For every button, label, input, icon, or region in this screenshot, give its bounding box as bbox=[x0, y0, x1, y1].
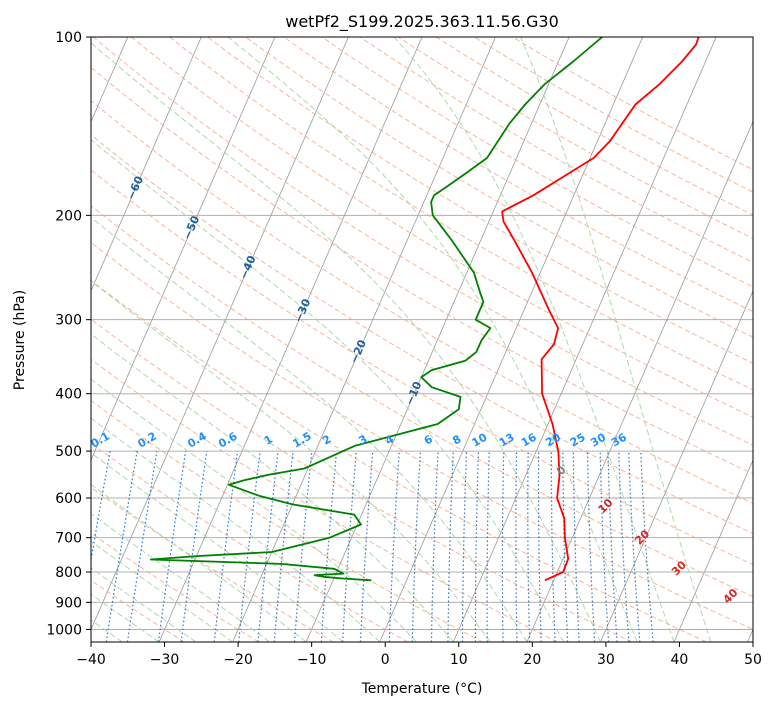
isotherm-line-13 bbox=[232, 37, 496, 642]
moist-adiabat-2 bbox=[91, 593, 160, 642]
plot-frame bbox=[90, 36, 754, 643]
dry-adiabat-6 bbox=[91, 318, 632, 642]
dry-adiabat-9 bbox=[91, 205, 753, 598]
mixing-ratio-line-21 bbox=[238, 451, 261, 642]
y-tick-label: 400 bbox=[55, 387, 82, 403]
mixing-ratio-line-1 bbox=[126, 451, 158, 642]
x-tick-label: 50 bbox=[744, 652, 762, 668]
moist-adiabat-12 bbox=[91, 216, 528, 642]
mixing-ratio-line-0 bbox=[91, 450, 111, 564]
dry-adiabat-2 bbox=[91, 486, 334, 642]
moist-adiabat-16 bbox=[393, 37, 675, 642]
y-tick-label: 800 bbox=[55, 565, 82, 581]
dry-adiabat-22 bbox=[397, 37, 753, 240]
x-axis-title: Temperature (°C) bbox=[361, 681, 483, 697]
moist-adiabat-6 bbox=[91, 483, 307, 642]
isotherm-line-18 bbox=[600, 289, 753, 642]
mixing-ratio-line-20 bbox=[157, 451, 187, 642]
data-layer bbox=[149, 37, 700, 582]
grid-layer bbox=[91, 37, 753, 642]
dry-adiabat-13 bbox=[91, 66, 753, 475]
moist-adiabat-4 bbox=[91, 540, 233, 642]
chart-title: wetPf2_S199.2025.363.11.56.G30 bbox=[285, 12, 559, 32]
isotherm-line-19 bbox=[673, 459, 753, 642]
moist-adiabat-10 bbox=[91, 333, 454, 642]
x-tick-label: −20 bbox=[223, 652, 253, 668]
sounding-line-0 bbox=[501, 37, 700, 582]
y-tick-label: 600 bbox=[55, 491, 82, 507]
dry-adiabat-8 bbox=[91, 241, 753, 630]
x-tick-label: 10 bbox=[450, 652, 468, 668]
y-tick-label: 300 bbox=[55, 313, 82, 329]
dry-adiabat-16 bbox=[169, 37, 753, 391]
x-tick-label: 20 bbox=[523, 652, 541, 668]
dry-adiabat-14 bbox=[92, 37, 753, 446]
y-tick-label: 700 bbox=[55, 531, 82, 547]
dry-adiabat-11 bbox=[91, 134, 753, 535]
dry-adiabat-1 bbox=[91, 532, 260, 642]
dry-adiabat-19 bbox=[283, 37, 753, 313]
isotherm-line-17 bbox=[526, 120, 753, 642]
dry-adiabat-18 bbox=[245, 37, 753, 338]
isotherm-line-9 bbox=[91, 37, 202, 292]
y-tick-label: 1000 bbox=[46, 622, 82, 638]
x-tick-label: −30 bbox=[150, 652, 180, 668]
dry-adiabat-25 bbox=[512, 37, 753, 171]
dry-adiabat-12 bbox=[91, 100, 753, 504]
isotherm-line-12 bbox=[158, 37, 423, 642]
x-tick-label: −40 bbox=[76, 652, 106, 668]
axis-layer: −40 −30 −20 −10 0 10 20 30 40 50 1000 900 800 700 600 5… bbox=[46, 30, 762, 668]
x-tick-label: 40 bbox=[671, 652, 689, 668]
moist-adiabat-7 bbox=[91, 452, 344, 642]
x-tick-label: −10 bbox=[297, 652, 327, 668]
x-tick-label: 0 bbox=[381, 652, 390, 668]
dry-adiabat-21 bbox=[359, 37, 753, 263]
moist-adiabat-15 bbox=[227, 37, 638, 642]
x-tick-label: 30 bbox=[597, 652, 615, 668]
y-tick-label: 100 bbox=[55, 30, 82, 46]
y-tick-label: 500 bbox=[55, 444, 82, 460]
moist-adiabat-5 bbox=[91, 513, 270, 642]
moist-adiabat-14 bbox=[91, 42, 601, 642]
y-axis-title: Pressure (hPa) bbox=[12, 290, 28, 390]
moist-adiabat-13 bbox=[91, 139, 565, 642]
dry-adiabat-10 bbox=[91, 169, 753, 566]
mixing-ratio-line-2 bbox=[180, 451, 208, 642]
y-tick-label: 200 bbox=[55, 208, 82, 224]
isotherm-line-15 bbox=[379, 37, 644, 642]
isotherm-line-10 bbox=[91, 37, 276, 462]
y-tick-label: 900 bbox=[55, 595, 82, 611]
sounding-line-1 bbox=[149, 37, 603, 582]
isotherm-line-14 bbox=[305, 37, 570, 642]
moist-adiabat-3 bbox=[91, 567, 197, 642]
isotherm-line-16 bbox=[452, 37, 717, 642]
mixing-ratio-line-19 bbox=[105, 450, 138, 642]
